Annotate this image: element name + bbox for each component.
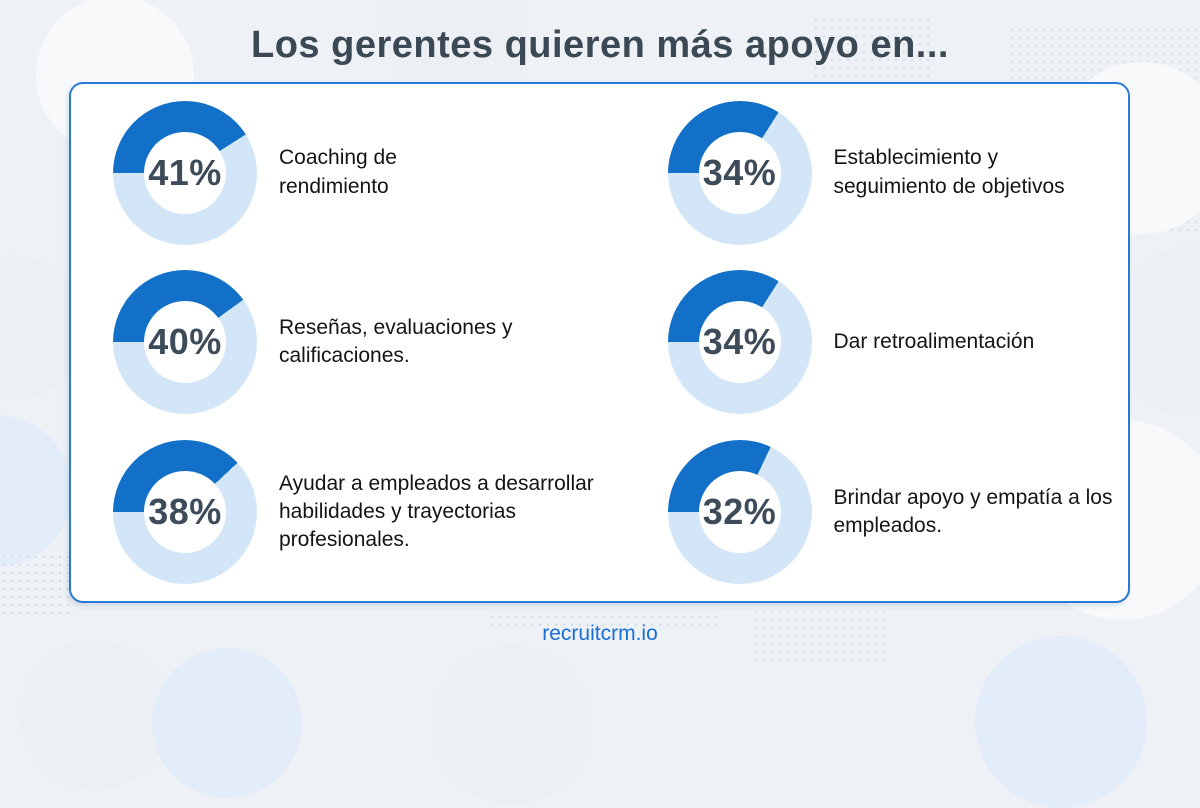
percent-value: 32%	[702, 491, 777, 533]
brand-link: recruitcrm.io	[542, 622, 658, 645]
background-shape	[432, 645, 592, 805]
donut-chart: 40%	[113, 270, 257, 415]
background-dots	[488, 613, 718, 631]
background-dots	[752, 608, 887, 666]
stat-item-resenas: 40% Reseñas, evaluaciones y calificacion…	[71, 258, 600, 428]
infographic-canvas: Los gerentes quieren más apoyo en... 41%…	[0, 16, 1200, 808]
donut-chart: 34%	[667, 100, 812, 245]
donut-hole: 40%	[144, 301, 226, 384]
stats-card: 41% Coaching de rendimiento 34% Establec…	[69, 82, 1130, 603]
page-title: Los gerentes quieren más apoyo en...	[251, 24, 949, 66]
donut-hole: 32%	[698, 471, 781, 554]
donut-chart: 41%	[113, 100, 257, 245]
donut-chart: 34%	[667, 270, 812, 415]
stat-label: Reseñas, evaluaciones y calificaciones.	[279, 316, 513, 368]
stat-label: Coaching de rendimiento	[279, 146, 397, 198]
stat-item-retroalimentacion: 34% Dar retroalimentación	[600, 258, 1129, 428]
percent-value: 41%	[148, 151, 222, 193]
stat-item-empatia: 32% Brindar apoyo y empatía a los emplea…	[600, 427, 1129, 597]
background-shape	[152, 648, 302, 798]
background-shape	[975, 636, 1147, 808]
stat-label: Ayudar a empleados a desarrollar habilid…	[279, 471, 594, 552]
percent-value: 34%	[702, 321, 777, 363]
donut-chart: 32%	[667, 440, 812, 585]
donut-hole: 41%	[144, 131, 226, 214]
stat-label: Establecimiento y seguimiento de objetiv…	[833, 146, 1065, 198]
donut-hole: 34%	[698, 301, 781, 384]
background-shape	[20, 640, 170, 790]
stat-label: Dar retroalimentación	[833, 330, 1035, 354]
donut-hole: 34%	[698, 131, 781, 214]
stat-item-habilidades: 38% Ayudar a empleados a desarrollar hab…	[71, 427, 600, 597]
donut-chart: 38%	[113, 440, 257, 585]
background-shape	[0, 415, 72, 567]
percent-value: 38%	[148, 491, 222, 533]
stat-item-coaching: 41% Coaching de rendimiento	[71, 88, 600, 258]
percent-value: 40%	[148, 321, 222, 363]
background-dots	[0, 553, 72, 617]
donut-hole: 38%	[144, 471, 226, 554]
stat-label: Brindar apoyo y empatía a los empleados.	[833, 485, 1113, 538]
percent-value: 34%	[702, 151, 777, 193]
stat-item-objetivos: 34% Establecimiento y seguimiento de obj…	[600, 88, 1129, 258]
